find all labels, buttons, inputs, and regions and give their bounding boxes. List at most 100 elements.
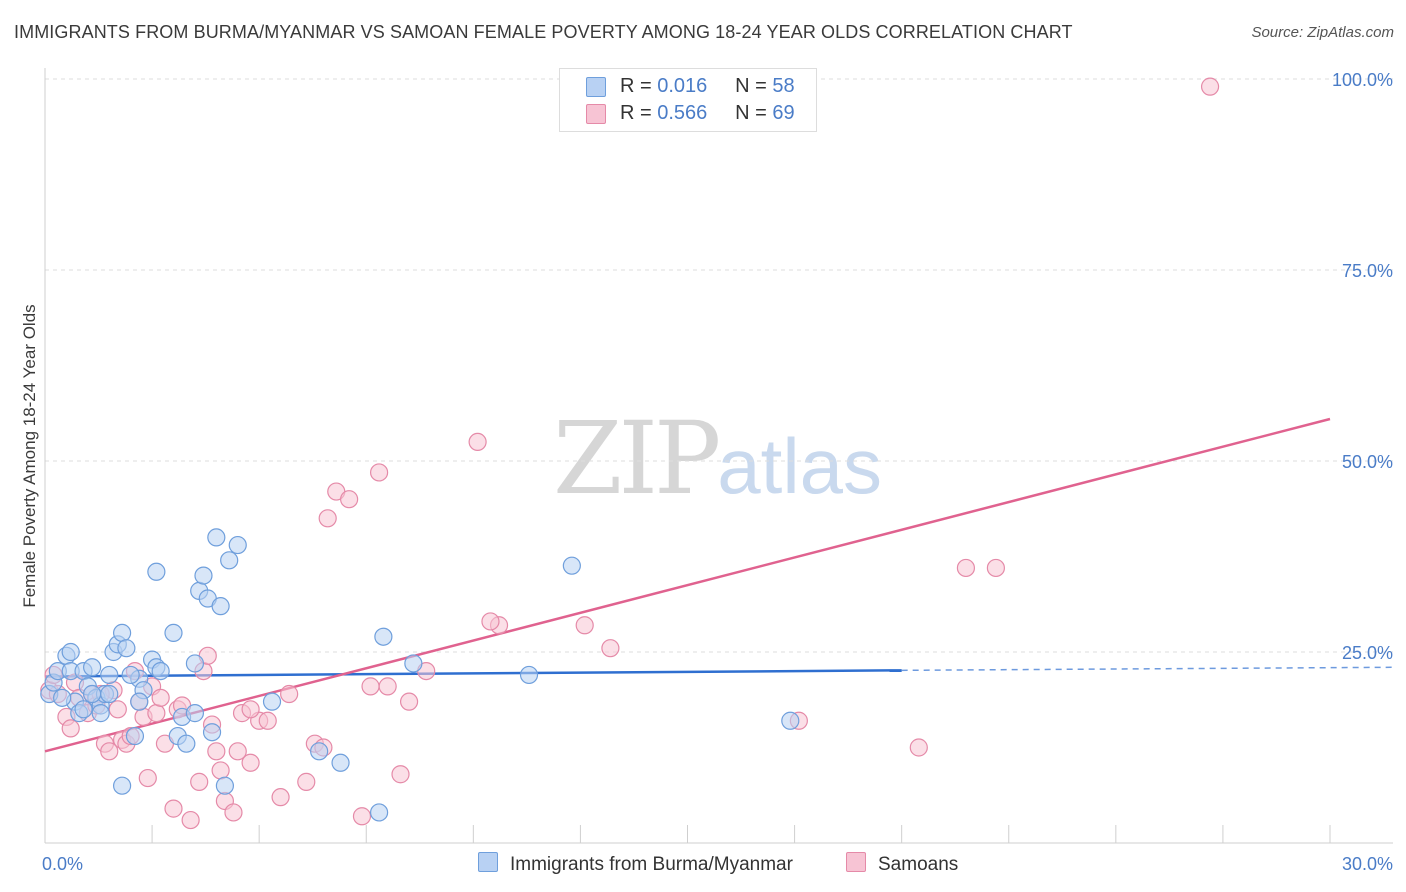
burma-point: [202, 723, 222, 742]
y-tick-label: 50.0%: [1342, 452, 1393, 472]
burma-point: [164, 623, 183, 643]
burma-point: [404, 654, 423, 673]
trend-line-burma-extension: [901, 666, 1394, 672]
burma-point: [130, 692, 149, 711]
burma-point: [112, 776, 132, 795]
samoan-point: [956, 558, 976, 578]
samoan-point: [318, 509, 337, 528]
samoan-point: [228, 742, 247, 761]
bottom-legend-label: Immigrants from Burma/Myanmar: [510, 854, 793, 875]
trend-lines: [44, 417, 1394, 753]
legend-n-value: 69: [772, 102, 795, 124]
burma-point: [781, 711, 800, 730]
samoan-point: [575, 616, 594, 635]
samoan-point: [151, 688, 170, 707]
trend-line-burma: [44, 669, 902, 678]
samoan-point: [100, 742, 119, 761]
burma-point: [194, 566, 213, 585]
burma-point: [185, 704, 205, 723]
samoan-point: [108, 700, 127, 719]
samoan-point: [181, 810, 200, 830]
samoan-point: [909, 738, 928, 757]
samoan-point: [280, 684, 299, 704]
x-tick-label: 30.0%: [1342, 854, 1393, 874]
bottom-legend-label: Samoans: [878, 854, 959, 875]
legend-swatch-pink: [586, 104, 606, 124]
legend-n-label: N =: [735, 102, 767, 124]
burma-point: [61, 642, 80, 662]
burma-point: [177, 734, 196, 753]
samoan-point: [258, 711, 277, 730]
legend-n-label: N =: [735, 75, 767, 97]
legend-r-value: 0.566: [657, 102, 708, 124]
bottom-legend-swatch-blue: [478, 852, 498, 872]
burma-point: [211, 597, 230, 616]
correlation-legend: R = 0.016 N = 58 R = 0.566 N = 69: [559, 68, 817, 132]
burma-point: [370, 803, 389, 822]
burma-point: [374, 627, 393, 646]
samoan-point: [378, 677, 397, 696]
samoan-point: [211, 761, 230, 780]
samoan-point: [138, 768, 157, 788]
bottom-legend-swatch-pink: [846, 852, 866, 872]
samoan-point: [399, 692, 419, 711]
burma-point: [519, 665, 539, 685]
x-tick-label: 0.0%: [42, 854, 83, 874]
burma-point: [310, 742, 329, 761]
samoan-point: [370, 463, 389, 482]
samoan-point: [297, 772, 316, 791]
y-tick-label: 100.0%: [1332, 70, 1393, 90]
y-tick-label: 25.0%: [1342, 643, 1393, 663]
burma-point: [112, 623, 132, 643]
burma-point: [121, 665, 140, 685]
data-points: [40, 77, 1220, 830]
watermark-atlas: atlas: [717, 422, 883, 510]
burma-point: [331, 753, 350, 772]
samoan-point: [207, 742, 226, 761]
samoan-point: [147, 704, 166, 723]
grid: [45, 78, 1393, 653]
samoan-point: [601, 639, 620, 658]
y-tick-label: 75.0%: [1342, 261, 1393, 281]
bottom-legend-burma: Immigrants from Burma/Myanmar: [478, 852, 793, 876]
burma-point: [228, 535, 247, 555]
samoan-point: [352, 807, 372, 826]
watermark-zip: ZIP: [553, 400, 721, 517]
samoan-point: [271, 788, 290, 807]
legend-r-label: R =: [620, 75, 652, 97]
source-label: Source: ZipAtlas.com: [1251, 24, 1394, 41]
legend-r-value: 0.016: [657, 75, 708, 97]
samoan-point: [190, 772, 209, 791]
burma-point: [83, 684, 102, 704]
burma-point: [262, 692, 282, 711]
samoan-point: [164, 799, 183, 818]
burma-point: [100, 665, 119, 685]
legend-r-label: R =: [620, 102, 652, 124]
burma-point: [53, 688, 72, 707]
burma-point: [562, 556, 581, 575]
burma-point: [83, 658, 102, 677]
burma-point: [185, 654, 205, 673]
burma-point: [100, 684, 119, 704]
samoan-point: [361, 677, 380, 696]
trend-line-samoans: [44, 417, 1331, 753]
samoan-point: [241, 700, 260, 719]
legend-n-value: 58: [772, 75, 795, 97]
samoan-point: [986, 558, 1006, 578]
axes: [44, 68, 1393, 844]
burma-point: [74, 700, 93, 719]
watermark: ZIPatlas: [553, 400, 882, 517]
chart-title: IMMIGRANTS FROM BURMA/MYANMAR VS SAMOAN …: [14, 22, 1073, 42]
samoan-point: [1200, 77, 1220, 96]
samoan-point: [391, 765, 410, 784]
burma-point: [220, 551, 239, 570]
burma-point: [91, 704, 110, 723]
samoan-point: [224, 803, 243, 822]
burma-point: [147, 562, 166, 581]
tick-labels: 25.0% 50.0% 75.0% 100.0% 0.0% 30.0%: [42, 70, 1393, 874]
burma-point: [215, 776, 234, 795]
burma-point: [125, 726, 145, 746]
samoan-point: [241, 753, 260, 772]
samoan-point: [61, 719, 80, 738]
burma-point: [207, 528, 226, 547]
